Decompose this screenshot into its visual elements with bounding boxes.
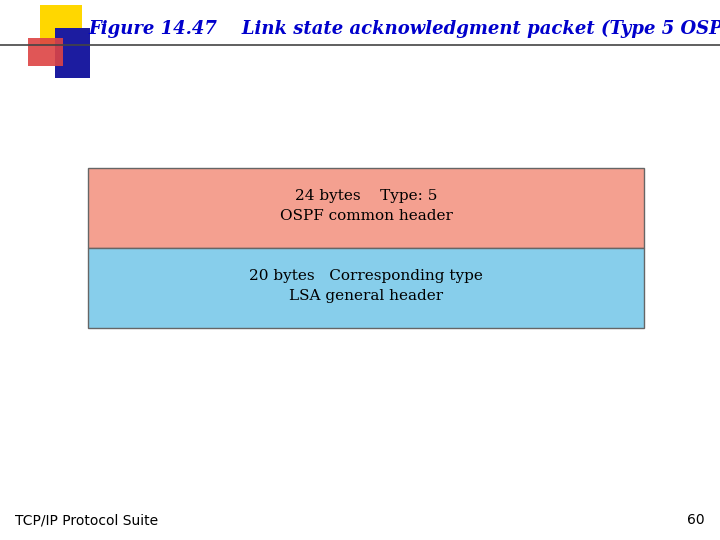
Bar xyxy=(40,5,82,45)
Bar xyxy=(88,168,644,248)
Bar xyxy=(28,38,63,66)
Text: Figure 14.47    Link state acknowledgment packet (Type 5 OSPF packet): Figure 14.47 Link state acknowledgment p… xyxy=(88,20,720,38)
Bar xyxy=(55,28,90,78)
Text: 20 bytes   Corresponding type: 20 bytes Corresponding type xyxy=(249,269,483,283)
Text: 24 bytes    Type: 5: 24 bytes Type: 5 xyxy=(294,189,437,203)
Bar xyxy=(88,248,644,328)
Text: OSPF common header: OSPF common header xyxy=(279,209,452,223)
Text: 60: 60 xyxy=(688,513,705,527)
Text: TCP/IP Protocol Suite: TCP/IP Protocol Suite xyxy=(15,513,158,527)
Text: LSA general header: LSA general header xyxy=(289,289,443,303)
